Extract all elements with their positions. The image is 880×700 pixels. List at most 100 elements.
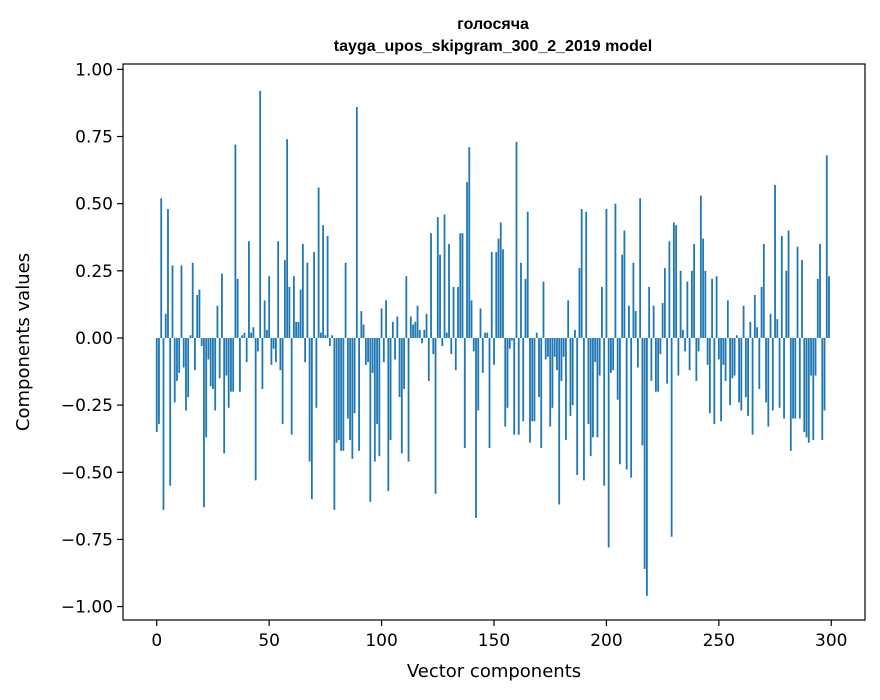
bar-component-63 xyxy=(297,321,300,338)
bar-component-155 xyxy=(504,337,507,427)
bar-component-151 xyxy=(495,252,498,338)
bar-component-152 xyxy=(497,238,500,338)
bar-component-299 xyxy=(828,276,830,338)
bar-component-130 xyxy=(448,243,450,338)
bar-component-279 xyxy=(783,337,785,419)
bar-component-197 xyxy=(598,337,601,376)
bar-component-134 xyxy=(457,286,459,338)
bar-component-291 xyxy=(810,337,812,376)
bar-component-126 xyxy=(439,254,441,338)
bar-component-146 xyxy=(484,332,486,338)
bar-component-264 xyxy=(749,321,752,338)
bar-component-112 xyxy=(407,337,410,462)
bar-component-189 xyxy=(580,209,583,338)
bar-component-209 xyxy=(625,337,628,470)
bar-component-103 xyxy=(387,337,390,492)
y-tick-label: 0.25 xyxy=(75,262,113,282)
bar-component-67 xyxy=(306,262,309,338)
x-axis: 0 50 100 150 200 250 300 xyxy=(151,620,847,651)
y-tick-label: −0.25 xyxy=(61,396,113,416)
bar-component-247 xyxy=(711,278,713,338)
bar-component-252 xyxy=(722,337,725,365)
bar-component-70 xyxy=(313,252,316,338)
bar-component-173 xyxy=(544,337,547,360)
bar-component-206 xyxy=(619,337,621,465)
bar-component-229 xyxy=(670,337,673,537)
bar-component-17 xyxy=(194,337,196,371)
bar-component-161 xyxy=(517,337,520,435)
bar-component-14 xyxy=(187,337,190,398)
bar-component-27 xyxy=(216,305,219,338)
x-tick-label: 300 xyxy=(815,631,847,651)
bar-component-221 xyxy=(652,305,655,338)
bar-component-296 xyxy=(821,337,824,441)
bar-component-273 xyxy=(769,313,772,338)
bar-component-13 xyxy=(185,337,187,411)
bar-component-31 xyxy=(225,337,228,376)
bar-component-250 xyxy=(717,337,720,360)
bar-component-59 xyxy=(288,286,291,338)
bar-component-33 xyxy=(230,337,232,392)
bar-component-55 xyxy=(279,337,282,371)
bar-component-185 xyxy=(571,337,574,406)
bar-component-263 xyxy=(747,337,749,416)
bar-component-37 xyxy=(239,337,241,392)
bar-component-97 xyxy=(373,337,376,462)
y-tick-label: −0.75 xyxy=(61,530,113,550)
bar-component-58 xyxy=(286,139,289,338)
bar-component-30 xyxy=(223,337,226,454)
bar-component-187 xyxy=(576,337,579,475)
bar-component-142 xyxy=(475,337,477,518)
bar-component-72 xyxy=(317,187,320,338)
bar-component-240 xyxy=(695,337,698,381)
bar-component-205 xyxy=(616,337,619,400)
bar-component-213 xyxy=(634,311,637,338)
bar-component-270 xyxy=(762,243,765,338)
bar-component-101 xyxy=(382,337,385,363)
bar-component-219 xyxy=(648,286,651,338)
bar-component-156 xyxy=(506,337,509,408)
bar-component-75 xyxy=(324,335,327,338)
y-tick-label: 1.00 xyxy=(75,60,113,80)
bar-component-162 xyxy=(520,262,522,338)
bar-component-76 xyxy=(326,235,329,338)
bar-component-278 xyxy=(780,235,783,338)
bar-component-109 xyxy=(400,337,403,454)
bar-component-172 xyxy=(542,281,545,338)
bar-component-204 xyxy=(614,203,617,338)
bar-component-137 xyxy=(463,337,466,449)
bar-component-121 xyxy=(427,337,430,381)
bar-component-139 xyxy=(468,147,471,338)
bar-component-298 xyxy=(825,155,828,338)
bar-component-224 xyxy=(659,337,662,355)
bar-component-208 xyxy=(623,230,626,338)
bar-component-280 xyxy=(785,270,788,338)
bar-component-193 xyxy=(589,337,592,457)
bar-component-47 xyxy=(261,337,264,389)
bar-component-218 xyxy=(646,337,648,596)
bar-component-282 xyxy=(789,337,792,451)
bar-component-108 xyxy=(398,337,401,398)
bar-component-262 xyxy=(744,337,747,398)
bar-component-196 xyxy=(596,337,599,438)
bar-component-231 xyxy=(675,225,678,338)
y-tick-label: 0.00 xyxy=(75,329,113,349)
bar-component-190 xyxy=(583,337,585,481)
bar-component-281 xyxy=(787,230,790,338)
bar-component-60 xyxy=(290,337,293,435)
bar-component-233 xyxy=(679,270,682,338)
bar-component-86 xyxy=(349,337,351,441)
bar-component-6 xyxy=(169,337,172,486)
bar-component-163 xyxy=(522,337,525,422)
bar-component-230 xyxy=(672,222,675,338)
bar-component-295 xyxy=(819,243,821,338)
bar-component-246 xyxy=(708,337,711,414)
bar-component-111 xyxy=(405,276,408,338)
bar-component-265 xyxy=(751,337,754,435)
bar-component-157 xyxy=(508,337,511,349)
bar-component-277 xyxy=(778,337,781,408)
bar-component-66 xyxy=(304,337,307,363)
x-tick-label: 100 xyxy=(365,631,397,651)
bar-component-203 xyxy=(612,337,615,371)
bar-component-164 xyxy=(524,278,527,338)
